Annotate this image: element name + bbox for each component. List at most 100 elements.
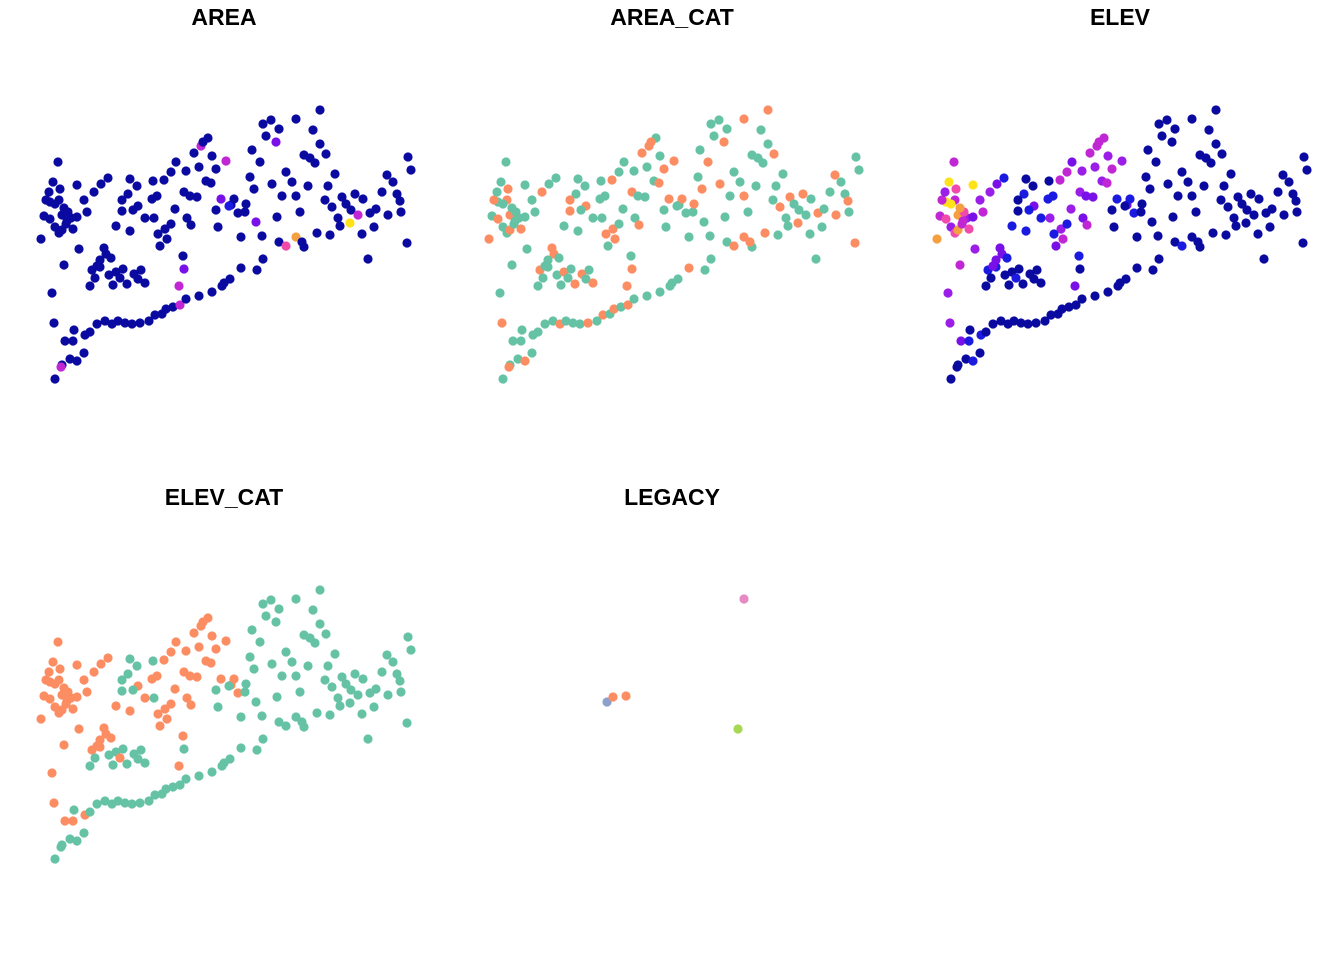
data-point — [89, 187, 99, 197]
data-point — [266, 115, 276, 125]
data-point — [125, 226, 135, 236]
data-point — [79, 828, 89, 838]
data-point — [943, 288, 953, 298]
data-point — [162, 234, 172, 244]
data-point — [320, 675, 330, 685]
data-point — [62, 696, 72, 706]
data-point — [153, 229, 163, 239]
data-point — [175, 300, 185, 310]
data-point — [255, 157, 265, 167]
data-point — [224, 201, 234, 211]
data-point — [104, 270, 114, 280]
data-point — [1051, 241, 1061, 251]
data-point — [79, 195, 89, 205]
data-point — [179, 744, 189, 754]
data-point — [123, 189, 133, 199]
data-point — [659, 205, 669, 215]
data-point — [108, 280, 118, 290]
data-point — [221, 156, 231, 166]
data-point — [113, 316, 123, 326]
data-point — [62, 216, 72, 226]
panel-title: AREA_CAT — [610, 4, 734, 30]
data-point — [1031, 318, 1041, 328]
data-point — [706, 119, 716, 129]
data-point — [844, 207, 854, 217]
data-point — [216, 194, 226, 204]
data-point — [323, 181, 333, 191]
data-point — [100, 796, 110, 806]
data-point — [522, 244, 532, 254]
data-point — [181, 646, 191, 656]
data-point — [1002, 253, 1012, 263]
data-point — [350, 189, 360, 199]
data-point — [1292, 207, 1302, 217]
data-point — [720, 212, 730, 222]
data-point — [1102, 178, 1112, 188]
data-point — [629, 166, 639, 176]
data-point — [392, 189, 402, 199]
data-point — [162, 714, 172, 724]
data-point — [554, 253, 564, 263]
data-point — [149, 693, 159, 703]
data-point — [72, 692, 82, 702]
data-point — [669, 156, 679, 166]
data-point — [1148, 265, 1158, 275]
data-point — [245, 652, 255, 662]
data-point — [337, 672, 347, 682]
data-point — [646, 137, 656, 147]
data-point — [59, 683, 69, 693]
data-point — [642, 291, 652, 301]
data-point — [496, 177, 506, 187]
data-point — [1000, 270, 1010, 280]
data-point — [581, 274, 591, 284]
data-point — [552, 270, 562, 280]
data-point — [584, 265, 594, 275]
data-point — [153, 709, 163, 719]
data-point — [323, 661, 333, 671]
data-point — [36, 714, 46, 724]
data-point — [48, 177, 58, 187]
data-point — [281, 241, 291, 251]
data-point — [147, 194, 157, 204]
data-point — [1199, 181, 1209, 191]
data-point — [149, 213, 159, 223]
data-point — [1081, 191, 1091, 201]
data-point — [1177, 167, 1187, 177]
data-point — [271, 617, 281, 627]
data-point — [377, 667, 387, 677]
data-point — [1226, 169, 1236, 179]
data-point — [955, 260, 965, 270]
data-point — [1206, 158, 1216, 168]
data-point — [1242, 205, 1252, 215]
data-point — [159, 175, 169, 185]
data-point — [406, 165, 416, 175]
data-point — [1267, 204, 1277, 214]
data-point — [607, 175, 617, 185]
data-point — [689, 199, 699, 209]
data-point — [325, 230, 335, 240]
data-point — [68, 224, 78, 234]
data-point — [758, 158, 768, 168]
data-point — [556, 280, 566, 290]
data-point — [59, 740, 69, 750]
data-point — [785, 192, 795, 202]
data-point — [952, 362, 962, 372]
data-point — [999, 173, 1009, 183]
data-point — [82, 207, 92, 217]
data-point — [335, 221, 345, 231]
data-point — [240, 207, 250, 217]
data-point — [981, 281, 991, 291]
data-point — [122, 759, 132, 769]
data-point — [517, 325, 527, 335]
data-point — [794, 205, 804, 215]
data-point — [854, 165, 864, 175]
data-point — [272, 212, 282, 222]
data-point — [92, 741, 102, 751]
data-point — [249, 184, 259, 194]
data-point — [1265, 222, 1275, 232]
data-point — [47, 288, 57, 298]
data-point — [630, 213, 640, 223]
data-point — [1013, 206, 1023, 216]
data-point — [291, 594, 301, 604]
data-point — [219, 278, 229, 288]
